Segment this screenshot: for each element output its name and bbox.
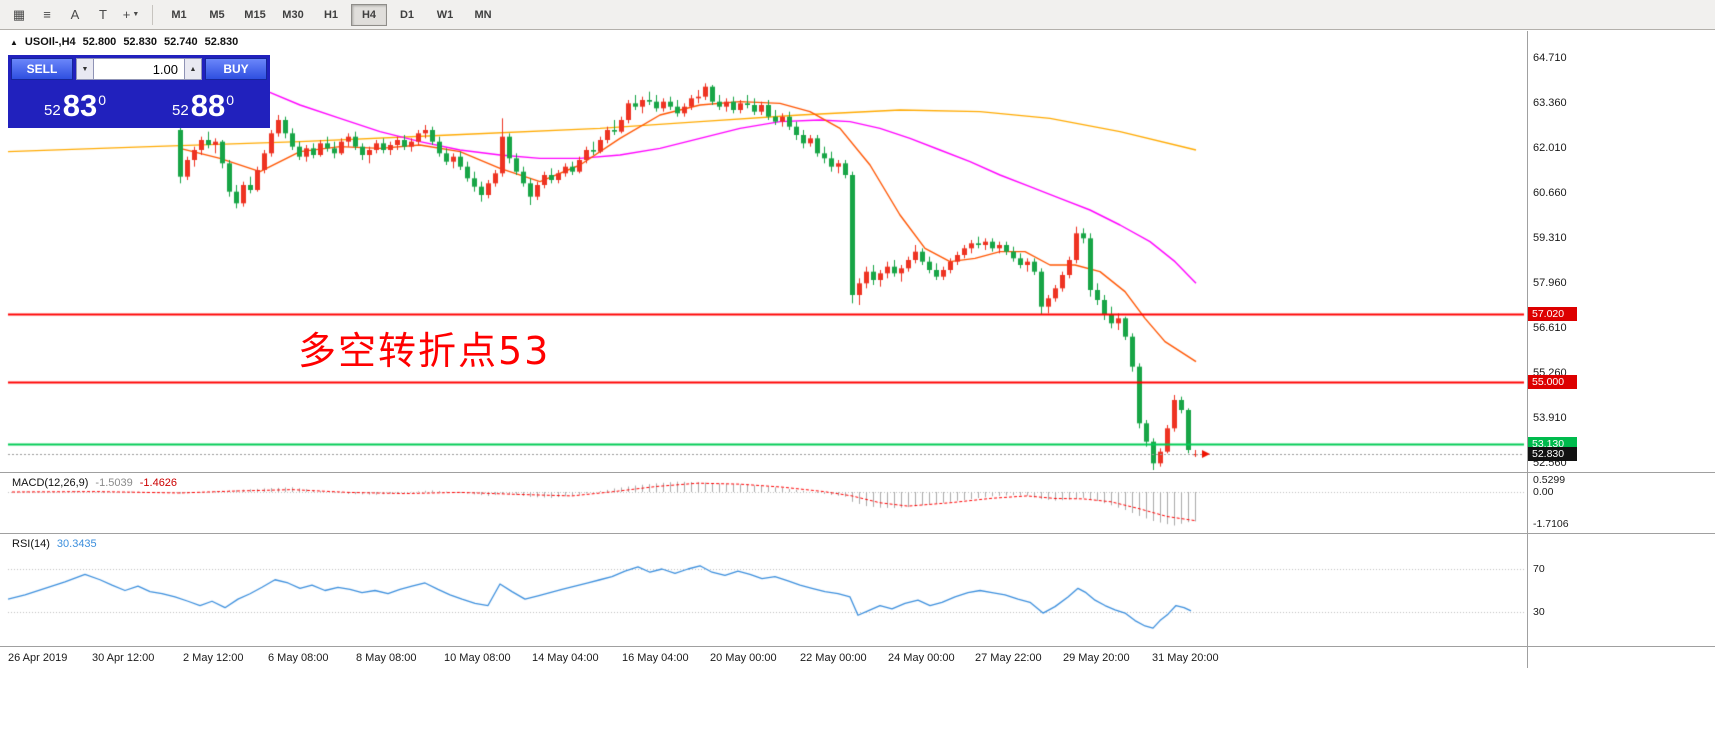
price-level-badge: 57.020 [1528, 307, 1577, 321]
panel-separator [0, 472, 1715, 473]
macd-label: MACD(12,26,9) -1.5039 -1.4626 [12, 477, 177, 489]
sell-price-big: 83 [62, 88, 98, 123]
timeframe-toolbar: M1 M5 M15 M30 H1 H4 D1 W1 MN [160, 3, 502, 26]
time-axis-label: 29 May 20:00 [1063, 652, 1130, 664]
buy-price-small: 52 [172, 102, 189, 119]
sell-button[interactable]: SELL [11, 58, 73, 80]
sell-price-sup: 0 [98, 92, 106, 108]
price-level-badge: 55.000 [1528, 375, 1577, 389]
price-axis-label: 62.010 [1533, 142, 1567, 154]
indicator-axis-label: -1.7106 [1533, 518, 1569, 530]
price-axis-label: 60.660 [1533, 187, 1567, 199]
timeframe-button-m15[interactable]: M15 [244, 8, 266, 21]
one-click-trading-panel: SELL ▼ ▲ BUY 52 83 0 52 88 0 [8, 55, 270, 128]
price-axis-label: 56.610 [1533, 322, 1567, 334]
timeframe-button-mn[interactable]: MN [474, 8, 492, 21]
price-axis-label: 64.710 [1533, 52, 1567, 64]
price-axis-label: 57.960 [1533, 277, 1567, 289]
time-axis-label: 27 May 22:00 [975, 652, 1042, 664]
time-axis-label: 24 May 00:00 [888, 652, 955, 664]
volume-input[interactable] [94, 58, 184, 80]
time-axis-label: 20 May 00:00 [710, 652, 777, 664]
time-axis-label: 8 May 08:00 [356, 652, 417, 664]
text-label-icon[interactable]: A [70, 7, 80, 22]
quote-bar: ▲ USOIl-,H4 52.800 52.830 52.740 52.830 [10, 36, 238, 48]
time-axis-label: 10 May 08:00 [444, 652, 511, 664]
indicator-axis-label: 70 [1533, 563, 1545, 575]
toolbar-icon-group: ▦ ≡ A T + ▼ [5, 3, 145, 27]
time-axis-label: 31 May 20:00 [1152, 652, 1219, 664]
chart-expand-icon[interactable]: ▲ [10, 37, 18, 47]
chart-annotation: 多空转折点53 [298, 329, 551, 373]
buy-price-sup: 0 [226, 92, 234, 108]
price-level-badge: 52.830 [1528, 447, 1577, 461]
indicator-axis-label: 30 [1533, 606, 1545, 618]
price-axis-label: 53.910 [1533, 412, 1567, 424]
quote-close: 52.830 [204, 36, 239, 48]
quote-high: 52.830 [123, 36, 157, 48]
rsi-label: RSI(14) 30.3435 [12, 538, 97, 550]
macd-title: MACD(12,26,9) [12, 477, 89, 489]
macd-main-value: -1.5039 [95, 477, 133, 489]
sell-price-small: 52 [44, 102, 61, 119]
buy-price-big: 88 [190, 88, 226, 123]
dropdown-caret-icon: ▼ [132, 11, 140, 18]
time-axis-label: 2 May 12:00 [183, 652, 244, 664]
toolbar-separator [152, 4, 153, 25]
quote-low: 52.740 [163, 36, 198, 48]
text-box-icon[interactable]: T [99, 7, 107, 22]
volume-increase-icon[interactable]: ▲ [184, 58, 202, 80]
sell-price[interactable]: 52 83 0 [11, 80, 139, 125]
time-axis-label: 30 Apr 12:00 [92, 652, 155, 664]
price-axis-separator [1527, 31, 1528, 668]
time-axis-label: 6 May 08:00 [268, 652, 329, 664]
time-axis-label: 14 May 04:00 [532, 652, 599, 664]
time-axis-label: 16 May 04:00 [622, 652, 689, 664]
volume-dropdown-icon[interactable]: ▼ [76, 58, 94, 80]
indicator-list-icon[interactable]: ≡ [43, 7, 51, 22]
timeframe-button-m5[interactable]: M5 [209, 8, 225, 21]
buy-button[interactable]: BUY [205, 58, 267, 80]
symbol-period-label: USOIl-,H4 [24, 36, 76, 48]
timeframe-button-h1[interactable]: H1 [323, 8, 339, 21]
timeframe-button-w1[interactable]: W1 [436, 8, 454, 21]
crosshair-tool-icon[interactable]: + ▼ [122, 7, 140, 22]
indicator-axis-label: 0.00 [1533, 486, 1554, 498]
timeframe-button-m30[interactable]: M30 [282, 8, 304, 21]
indicator-axis-label: 0.5299 [1533, 474, 1566, 486]
chart-window-icon[interactable]: ▦ [12, 6, 26, 22]
macd-signal-value: -1.4626 [139, 477, 178, 489]
toolbar: ▦ ≡ A T + ▼ M1 M5 M15 M30 H1 H4 D1 W1 MN [0, 0, 1715, 30]
timeframe-button-m1[interactable]: M1 [171, 8, 187, 21]
buy-price[interactable]: 52 88 0 [139, 80, 267, 125]
time-axis-label: 26 Apr 2019 [8, 652, 68, 664]
timeframe-button-d1[interactable]: D1 [399, 8, 415, 21]
price-axis-label: 59.310 [1533, 232, 1567, 244]
rsi-value: 30.3435 [56, 538, 97, 550]
panel-separator [0, 533, 1715, 534]
rsi-title: RSI(14) [12, 538, 50, 550]
price-axis-label: 63.360 [1533, 97, 1567, 109]
quote-open: 52.800 [82, 36, 117, 48]
time-axis-label: 22 May 00:00 [800, 652, 867, 664]
panel-separator [0, 646, 1715, 647]
timeframe-button-h4[interactable]: H4 [351, 3, 387, 26]
